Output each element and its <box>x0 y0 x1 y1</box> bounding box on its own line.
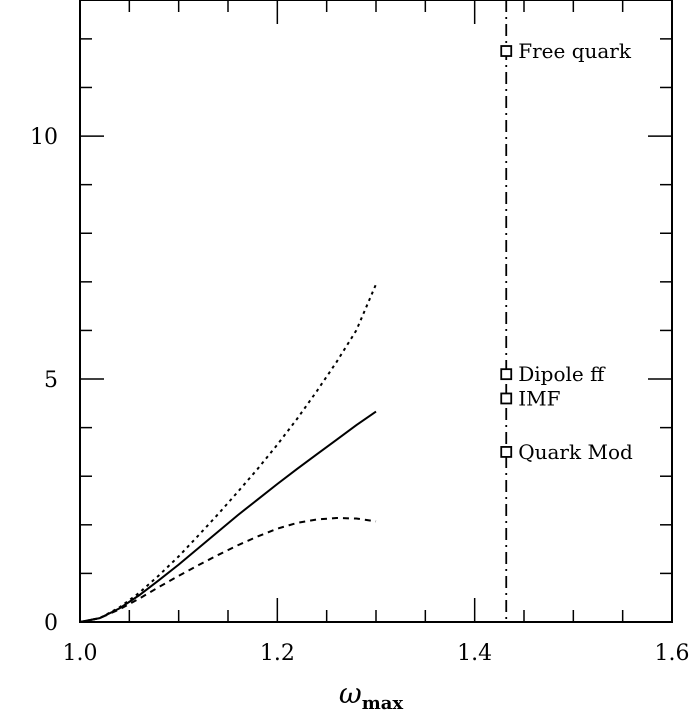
solid-curve <box>79 410 377 623</box>
x-axis-title: ωmax <box>339 677 404 714</box>
square-marker <box>500 368 513 381</box>
square-marker <box>500 446 513 458</box>
point-label: Free quark <box>518 39 632 63</box>
square-marker <box>500 45 513 57</box>
x-tick-label: 1.0 <box>63 641 98 666</box>
point-label: Dipole ff <box>518 362 606 386</box>
plot-frame <box>79 0 673 623</box>
x-axis-title-subscript: max <box>362 693 404 714</box>
x-axis-title-main: ω <box>339 677 362 710</box>
x-tick-label: 1.6 <box>655 641 690 666</box>
series-layer <box>79 283 377 623</box>
point-label: Quark Mod <box>518 440 633 464</box>
minor-ticks <box>80 0 672 622</box>
dotted-curve <box>79 283 377 623</box>
y-tick-label: 0 <box>44 611 58 636</box>
point-label: IMF <box>518 386 560 410</box>
x-tick-label: 1.2 <box>260 641 295 666</box>
x-tick-label: 1.4 <box>457 641 492 666</box>
square-marker <box>500 392 513 405</box>
y-tick-label: 5 <box>44 368 58 393</box>
y-tick-label: 10 <box>30 125 58 150</box>
major-ticks <box>79 0 673 623</box>
dashed-curve <box>79 517 377 623</box>
tick-labels: 1.0 1.2 1.4 1.6 0 5 10 <box>30 125 690 666</box>
